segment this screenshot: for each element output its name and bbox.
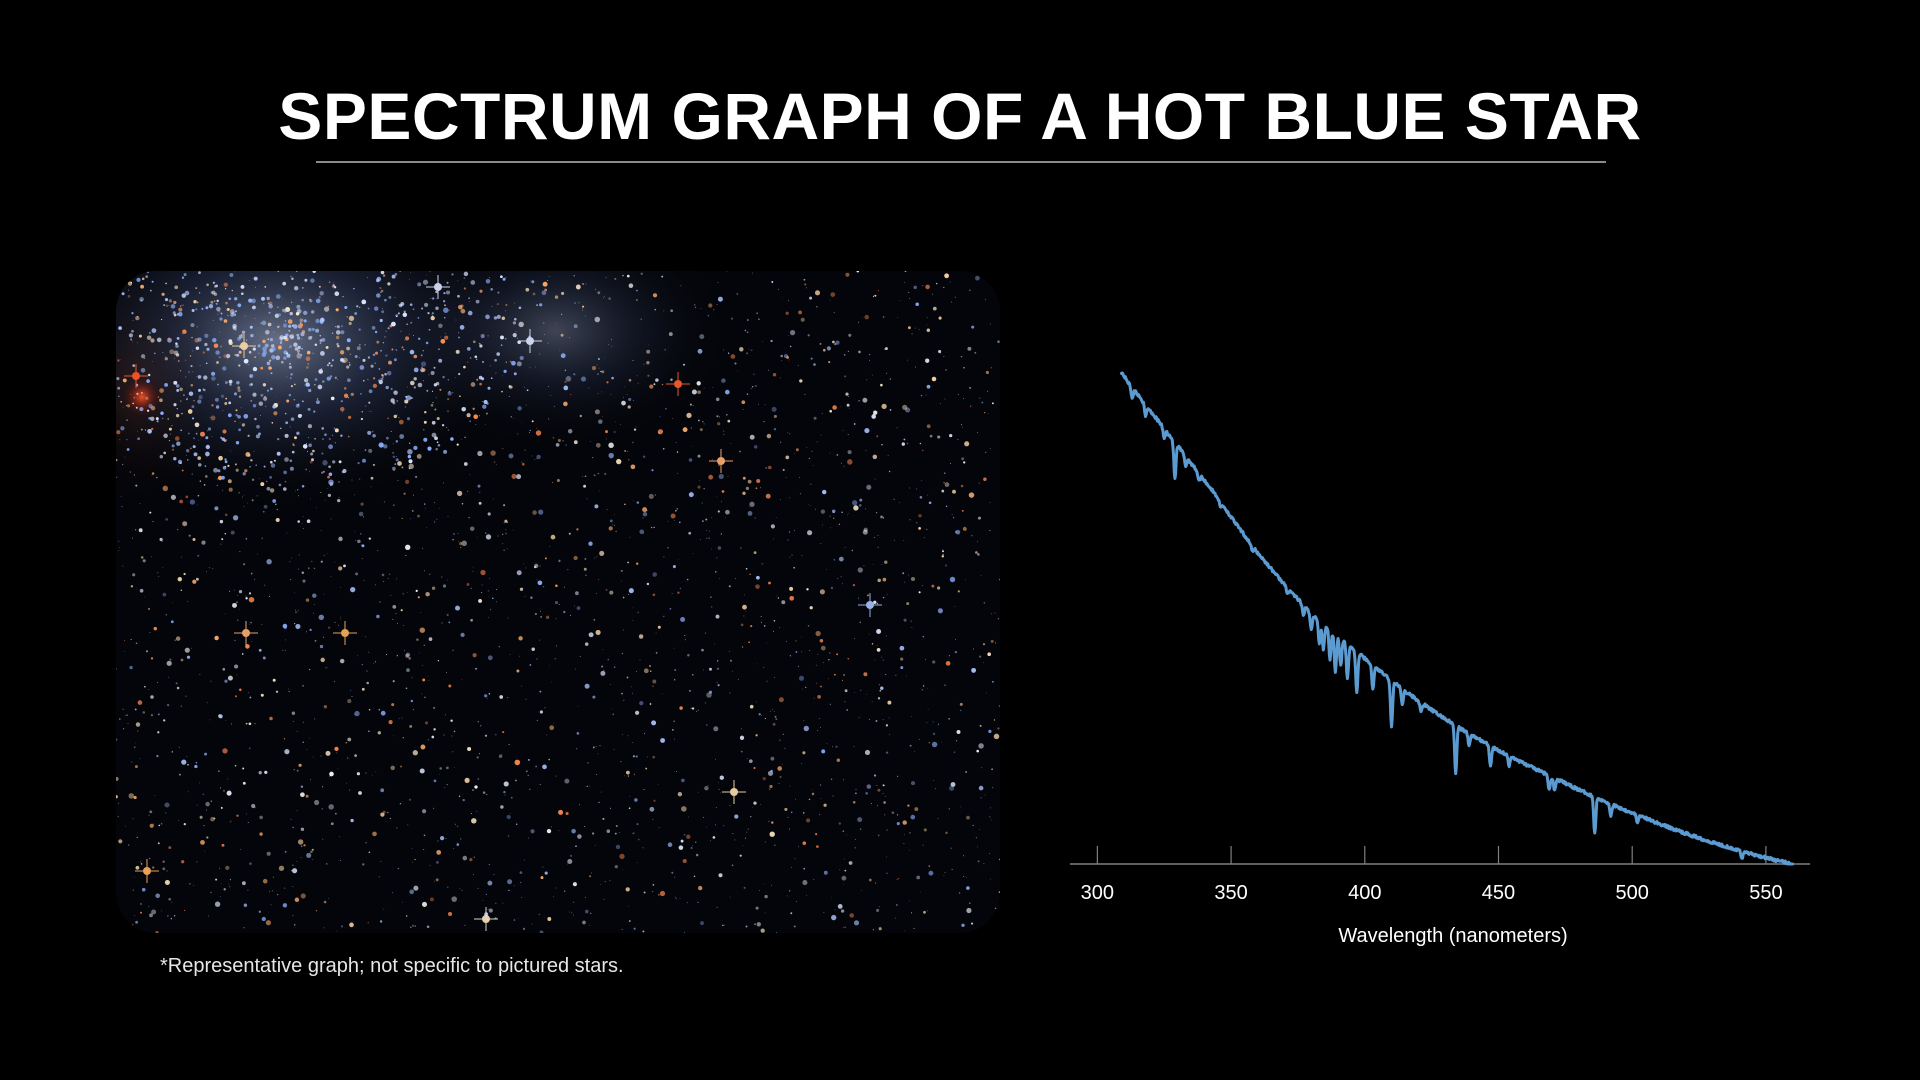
x-tick-label: 500 [1616,882,1649,904]
spectrum-series-line [1119,371,1795,866]
star-field-image [116,271,1000,933]
star-field-picture [116,271,1000,933]
x-tick-label: 300 [1081,882,1114,904]
stars-layer [116,271,1000,933]
footnote: *Representative graph; not specific to p… [160,955,624,977]
title-underline [316,161,1606,163]
x-tick-label: 550 [1749,882,1782,904]
x-tick-label: 450 [1482,882,1515,904]
x-axis-label: Wavelength (nanometers) [1338,925,1567,947]
spectrum-chart-svg: 300 350 400 450 500 550 Wavelength (nanometer… [1070,371,1810,947]
spectrum-chart: 300 350 400 450 500 550 Wavelength (nanometer… [1070,350,1810,950]
x-tick-label: 350 [1214,882,1247,904]
x-tick-label: 400 [1348,882,1381,904]
slide-title: SPECTRUM GRAPH OF A HOT BLUE STAR [278,79,1642,153]
